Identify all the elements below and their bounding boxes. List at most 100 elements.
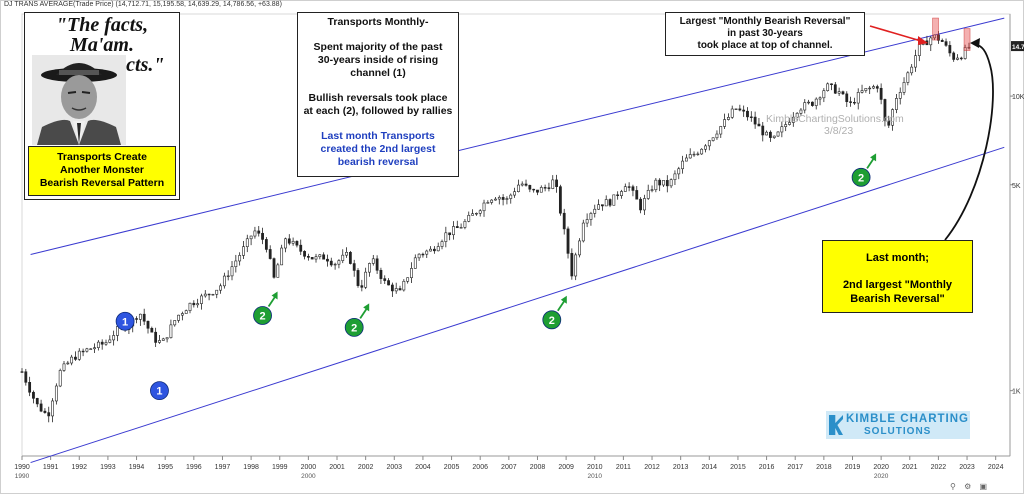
candle-body xyxy=(585,219,589,224)
candle-body xyxy=(478,210,482,214)
candle-body xyxy=(238,255,242,262)
candle-body xyxy=(24,371,28,383)
candle-body xyxy=(142,313,146,322)
candle-body xyxy=(245,238,249,247)
candle-body xyxy=(20,371,24,373)
candle-body xyxy=(860,90,864,93)
candle-body xyxy=(719,126,723,135)
candle-body xyxy=(203,293,207,297)
x-tick-label: 2013 xyxy=(673,464,689,471)
candle-body xyxy=(318,254,322,258)
candle-body xyxy=(536,189,539,193)
candle-body xyxy=(742,109,746,112)
candle-body xyxy=(810,101,814,106)
magnifier-icon[interactable]: ⚲ xyxy=(950,482,959,491)
marker-arrow-head xyxy=(560,295,567,304)
candle-body xyxy=(432,248,436,252)
candle-body xyxy=(150,327,154,333)
candle-body xyxy=(96,341,100,348)
candle-body xyxy=(211,293,215,296)
candle-body xyxy=(555,179,558,187)
x-tick-label: 2011 xyxy=(616,464,631,471)
caption-line: Bearish Reversal" xyxy=(850,293,945,305)
candle-body xyxy=(261,232,264,240)
marker-reversal-label: 2 xyxy=(351,322,357,334)
x-tick-label: 2003 xyxy=(387,464,403,471)
candle-body xyxy=(215,289,219,295)
candle-body xyxy=(295,241,299,246)
candle-body xyxy=(669,179,673,187)
candle-body xyxy=(257,230,261,234)
x-tick-label: 1998 xyxy=(243,464,259,471)
candle-body xyxy=(482,202,486,212)
candle-body xyxy=(43,410,47,413)
x-tick-label: 2016 xyxy=(759,464,775,471)
candle-body xyxy=(520,183,524,186)
candle-body xyxy=(799,109,803,114)
candle-body xyxy=(654,179,658,191)
x-decade-label: 2010 xyxy=(588,473,603,480)
highlight-bar xyxy=(932,17,939,41)
candle-body xyxy=(51,400,54,417)
candle-body xyxy=(558,186,562,214)
candle-body xyxy=(345,251,348,256)
candle-body xyxy=(768,131,772,138)
candle-body xyxy=(436,246,440,252)
candle-body xyxy=(177,314,180,321)
candle-body xyxy=(306,255,310,258)
candle-body xyxy=(516,184,520,192)
candle-body xyxy=(249,235,253,240)
candle-body xyxy=(459,227,463,229)
candle-body xyxy=(910,66,914,74)
reversal-note-line: took place at top of channel. xyxy=(697,40,833,51)
candle-body xyxy=(600,204,604,207)
candle-body xyxy=(963,47,967,59)
x-tick-label: 2001 xyxy=(329,464,345,471)
candle-body xyxy=(161,338,165,341)
commentary-line: created the 2nd largest xyxy=(320,143,436,155)
caption-line: 2nd largest "Monthly xyxy=(842,279,953,291)
channel-upper-line xyxy=(30,17,1005,255)
x-tick-label: 2019 xyxy=(845,464,861,471)
fullscreen-icon[interactable]: ▣ xyxy=(979,482,991,491)
candle-body xyxy=(711,137,715,141)
candle-body xyxy=(883,99,887,122)
candle-body xyxy=(93,347,96,350)
x-tick-label: 2021 xyxy=(902,464,918,471)
chart-tool-icons[interactable]: ⚲ ⚙ ▣ xyxy=(950,482,990,491)
candle-body xyxy=(872,86,875,89)
candle-body xyxy=(539,187,543,193)
gear-icon[interactable]: ⚙ xyxy=(964,482,975,491)
candle-body xyxy=(242,246,245,256)
marker-reversal-label: 2 xyxy=(549,315,555,327)
candle-body xyxy=(169,324,173,338)
candle-body xyxy=(891,109,894,126)
candle-body xyxy=(341,254,345,261)
candle-body xyxy=(74,356,77,360)
candle-body xyxy=(234,260,238,268)
caption-line: Last month; xyxy=(866,252,929,264)
caption-line: Bearish Reversal Pattern xyxy=(39,177,165,189)
candle-body xyxy=(268,249,272,259)
y-tick-label: 10K xyxy=(1012,94,1024,101)
candle-body xyxy=(463,221,467,228)
x-tick-label: 1991 xyxy=(43,464,59,471)
candle-body xyxy=(948,45,952,54)
quote-line-1: "The facts, Ma'am. xyxy=(55,14,149,56)
candle-body xyxy=(390,284,394,292)
candle-body xyxy=(207,293,211,296)
candle-body xyxy=(841,91,845,95)
x-tick-label: 2015 xyxy=(730,464,746,471)
commentary-line: bearish reversal xyxy=(337,156,419,168)
marker-reversal-circle xyxy=(851,167,871,187)
candle-body xyxy=(368,263,371,273)
candle-body xyxy=(723,119,726,127)
x-tick-label: 2012 xyxy=(644,464,660,471)
candle-body xyxy=(272,258,276,278)
candle-body xyxy=(761,125,765,136)
candle-body xyxy=(906,72,910,83)
commentary-line: 30-years inside of rising xyxy=(317,54,439,66)
marker-reversal-label: 2 xyxy=(858,172,864,184)
largest-reversal-box: Largest "Monthly Bearish Reversal" in pa… xyxy=(665,12,865,56)
